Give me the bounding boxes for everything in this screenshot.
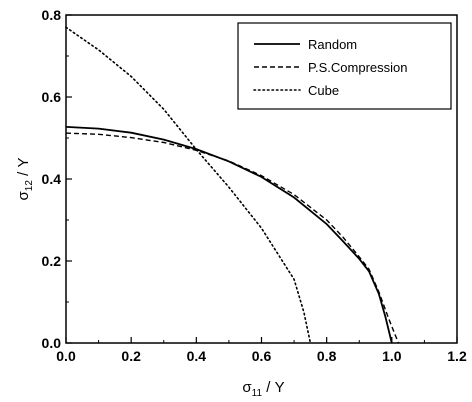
series-layer [65, 26, 400, 344]
y-tick-label: 0.4 [42, 171, 62, 187]
x-tick-label: 1.0 [382, 348, 402, 364]
series-line-p-s-compression [65, 132, 400, 344]
x-tick-label: 0.2 [121, 348, 141, 364]
x-tick-label: 0.8 [317, 348, 337, 364]
x-tick-label: 0.4 [187, 348, 207, 364]
legend-label: P.S.Compression [308, 60, 407, 75]
axes-layer: 0.0 0.2 0.4 0.6 0.8 1.0 1.2 0.0 0.2 0.4 0.6 0.8 σ11 … [15, 7, 467, 399]
y-tick-label: 0.0 [42, 335, 62, 351]
y-tick-label: 0.2 [42, 253, 62, 269]
y-axis-label: σ12 / Y [15, 158, 35, 201]
x-tick-label: 0.0 [56, 348, 76, 364]
x-tick-label: 0.6 [252, 348, 272, 364]
legend-box [237, 22, 452, 110]
legend-label: Random [308, 37, 357, 52]
y-tick-label: 0.6 [42, 89, 62, 105]
y-tick-label: 0.8 [42, 7, 62, 23]
x-axis-label: σ11 / Y [242, 379, 284, 399]
legend: Random P.S.Compression Cube [237, 22, 452, 110]
x-tick-label: 1.2 [447, 348, 467, 364]
series-line-cube [65, 26, 312, 344]
series-line-random [65, 126, 393, 344]
legend-label: Cube [308, 83, 339, 98]
